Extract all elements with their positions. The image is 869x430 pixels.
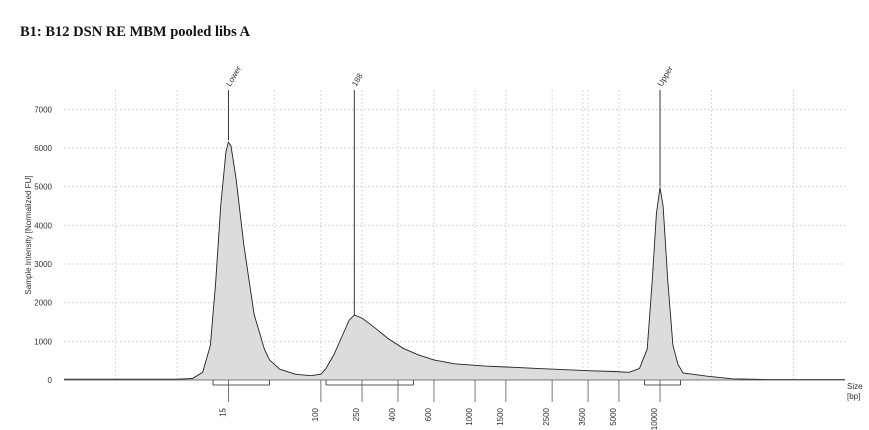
y-axis-label: Sample Intensity [Normalized FU] xyxy=(24,175,33,294)
y-tick-label: 7000 xyxy=(34,105,52,114)
x-tick-label: 400 xyxy=(388,407,397,421)
chart-title: B1: B12 DSN RE MBM pooled libs A xyxy=(20,24,251,40)
peak-label: 188 xyxy=(350,71,365,88)
x-tick-label: 600 xyxy=(424,407,433,421)
x-tick-label: 10000 xyxy=(650,407,659,430)
y-tick-label: 3000 xyxy=(34,260,52,269)
peak-label: Lower xyxy=(224,64,243,88)
peak-label: Upper xyxy=(656,64,675,88)
x-tick-label: 1500 xyxy=(496,407,505,425)
y-tick-label: 4000 xyxy=(34,221,52,230)
axis-layer: 0 1000 2000 3000 4000 5000 6000 7000 15 100 250 400… xyxy=(34,105,845,430)
y-tick-label: 6000 xyxy=(34,144,52,153)
y-tick-label: 0 xyxy=(48,376,53,385)
trace-line xyxy=(64,141,845,381)
trace-fill xyxy=(64,142,845,380)
y-tick-label: 1000 xyxy=(34,337,52,346)
x-axis-label: [bp] xyxy=(847,392,860,401)
x-tick-label: 15 xyxy=(218,407,227,416)
peak-layer: Lower 188 Upper xyxy=(224,64,675,316)
y-tick-label: 2000 xyxy=(34,299,52,308)
trace-layer xyxy=(64,141,845,381)
x-tick-label: 250 xyxy=(352,407,361,421)
x-tick-label: 100 xyxy=(311,407,320,421)
x-axis-label: Size xyxy=(847,382,863,391)
x-tick-label: 1000 xyxy=(465,407,474,425)
x-tick-label: 5000 xyxy=(609,407,618,425)
x-tick-label: 2500 xyxy=(542,407,551,425)
x-tick-label: 3500 xyxy=(578,407,587,425)
y-tick-label: 5000 xyxy=(34,183,52,192)
label-layer: Sample Intensity [Normalized FU] Size[bp] xyxy=(24,175,863,401)
grid-layer xyxy=(64,90,845,380)
